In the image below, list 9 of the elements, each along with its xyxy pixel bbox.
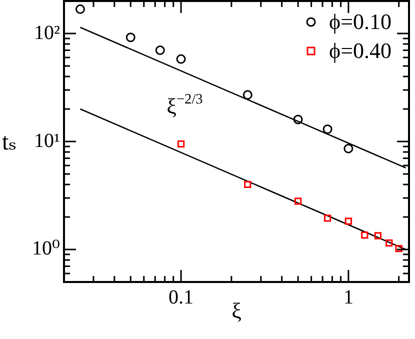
legend-label: ϕ=0.40 <box>329 38 392 63</box>
x-tick-label: 0.1 <box>168 286 194 308</box>
legend-label: ϕ=0.10 <box>329 8 392 34</box>
x-tick-label: 1 <box>343 286 354 308</box>
y-tick-label: 10² <box>34 22 60 44</box>
y-axis-title: tₛ <box>2 130 17 156</box>
x-axis-title: ξ <box>232 298 242 323</box>
y-tick-label: 10⁰ <box>32 238 60 260</box>
y-tick-label: 10¹ <box>34 130 60 152</box>
